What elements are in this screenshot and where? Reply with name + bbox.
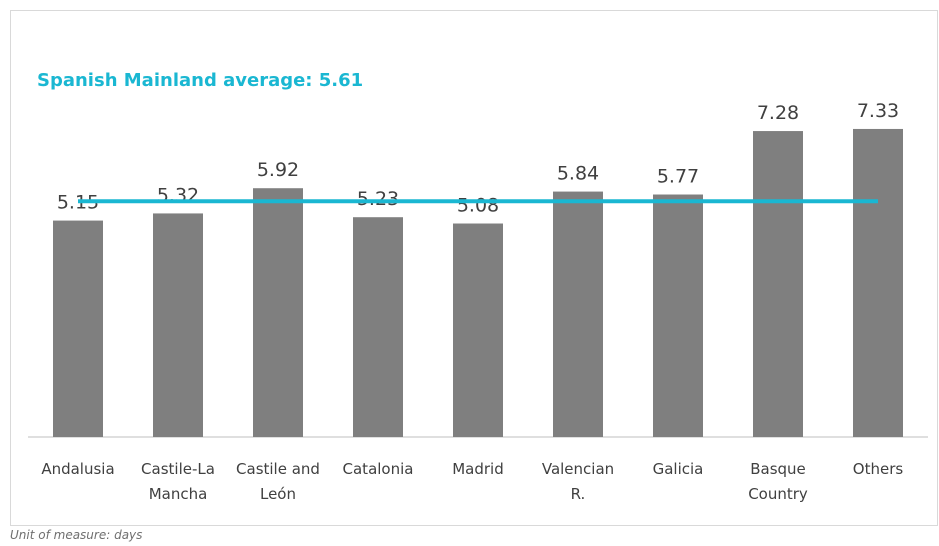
- category-label: R.: [571, 485, 586, 503]
- data-label: 5.92: [257, 159, 299, 181]
- category-label: Basque: [750, 460, 806, 478]
- bar: [253, 188, 303, 437]
- bar: [453, 223, 503, 437]
- category-label: Valencian: [542, 460, 614, 478]
- category-label: Mancha: [149, 485, 208, 503]
- category-label: Castile-La: [141, 460, 215, 478]
- average-title: Spanish Mainland average: 5.61: [37, 70, 364, 91]
- data-label: 7.33: [857, 100, 899, 122]
- bar: [553, 191, 603, 437]
- chart-frame: [10, 10, 938, 526]
- category-label: León: [260, 485, 296, 503]
- bar: [853, 128, 903, 437]
- data-label: 5.77: [657, 166, 699, 188]
- data-label: 5.23: [357, 188, 399, 210]
- category-label: Castile and: [236, 460, 320, 478]
- data-label: 5.08: [457, 195, 499, 217]
- bar: [153, 213, 203, 437]
- bar: [53, 220, 103, 437]
- bar: [653, 194, 703, 437]
- category-label: Madrid: [452, 460, 504, 478]
- category-label: Country: [748, 485, 808, 503]
- bar: [753, 131, 803, 437]
- category-label: Others: [853, 460, 904, 478]
- category-label: Andalusia: [41, 460, 114, 478]
- category-label: Galicia: [653, 460, 704, 478]
- data-label: 5.84: [557, 163, 599, 185]
- bar: [353, 217, 403, 437]
- category-label: Catalonia: [343, 460, 414, 478]
- data-label: 7.28: [757, 102, 799, 124]
- unit-note: Unit of measure: days: [10, 528, 143, 542]
